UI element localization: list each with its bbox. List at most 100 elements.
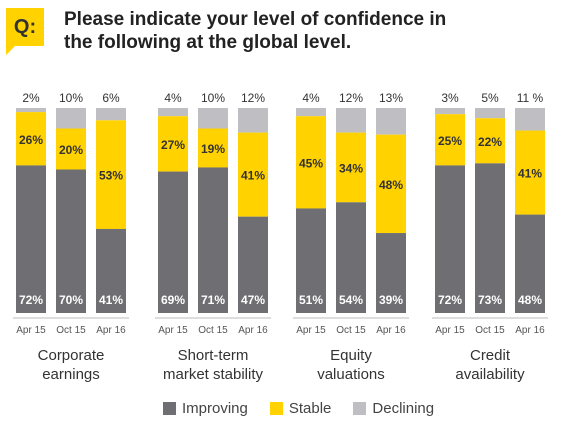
x-tick-label-equity-valuations-apr-16: Apr 16 bbox=[376, 325, 406, 336]
data-label-equity-valuations-oct-15-declining: 12% bbox=[339, 91, 363, 105]
group-label-equity-valuations-line-2: valuations bbox=[317, 366, 385, 383]
legend-swatch-declining bbox=[353, 402, 367, 415]
data-label-corporate-earnings-apr-15-improving: 72% bbox=[19, 293, 43, 307]
data-label-corporate-earnings-oct-15-stable: 20% bbox=[59, 143, 83, 157]
bar-equity-valuations-oct-15-declining bbox=[336, 108, 366, 133]
data-label-equity-valuations-oct-15-improving: 54% bbox=[339, 293, 363, 307]
data-label-credit-availability-oct-15-improving: 73% bbox=[478, 293, 502, 307]
bar-corporate-earnings-oct-15-declining bbox=[56, 108, 86, 129]
x-tick-label-short-term-market-stability-apr-16: Apr 16 bbox=[238, 325, 268, 336]
group-label-equity-valuations-line-1: Equity bbox=[330, 347, 372, 364]
bar-short-term-market-stability-apr-15-improving bbox=[158, 171, 188, 313]
bar-credit-availability-apr-16-declining bbox=[515, 108, 545, 131]
group-label-corporate-earnings-line-2: earnings bbox=[42, 366, 100, 383]
bar-credit-availability-oct-15-stable bbox=[475, 118, 505, 164]
data-label-equity-valuations-apr-15-declining: 4% bbox=[302, 91, 320, 105]
x-tick-label-corporate-earnings-oct-15: Oct 15 bbox=[56, 325, 86, 336]
data-label-equity-valuations-apr-15-stable: 45% bbox=[299, 156, 323, 170]
data-label-short-term-market-stability-oct-15-declining: 10% bbox=[201, 91, 225, 105]
bar-credit-availability-apr-15-stable bbox=[435, 114, 465, 166]
data-label-credit-availability-oct-15-declining: 5% bbox=[481, 91, 499, 105]
data-label-equity-valuations-apr-15-improving: 51% bbox=[299, 293, 323, 307]
x-tick-label-credit-availability-apr-16: Apr 16 bbox=[515, 325, 545, 336]
data-label-credit-availability-apr-15-stable: 25% bbox=[438, 134, 462, 148]
data-label-short-term-market-stability-apr-15-stable: 27% bbox=[161, 138, 185, 152]
bar-corporate-earnings-apr-16-declining bbox=[96, 108, 126, 121]
bar-credit-availability-apr-16-improving bbox=[515, 214, 545, 313]
bar-credit-availability-apr-15-improving bbox=[435, 165, 465, 313]
data-label-short-term-market-stability-oct-15-stable: 19% bbox=[201, 142, 225, 156]
bar-equity-valuations-oct-15-stable bbox=[336, 132, 366, 203]
x-tick-label-short-term-market-stability-oct-15: Oct 15 bbox=[198, 325, 228, 336]
group-label-credit-availability-line-1: Credit bbox=[470, 347, 511, 364]
group-label-short-term-market-stability-line-2: market stability bbox=[163, 366, 264, 383]
bar-equity-valuations-apr-15-stable bbox=[296, 116, 326, 209]
data-label-short-term-market-stability-apr-16-stable: 41% bbox=[241, 169, 265, 183]
x-tick-label-equity-valuations-apr-15: Apr 15 bbox=[296, 325, 326, 336]
group-label-credit-availability-line-2: availability bbox=[455, 366, 525, 383]
bar-credit-availability-apr-15-declining bbox=[435, 108, 465, 115]
bar-short-term-market-stability-oct-15-declining bbox=[198, 108, 228, 129]
bar-short-term-market-stability-apr-16-stable bbox=[238, 132, 268, 217]
bar-equity-valuations-apr-15-improving bbox=[296, 208, 326, 313]
bar-credit-availability-apr-16-stable bbox=[515, 130, 545, 215]
bar-corporate-earnings-apr-15-stable bbox=[16, 112, 46, 166]
data-label-credit-availability-apr-16-declining: 11 % bbox=[517, 91, 544, 105]
legend-item-stable: Stable bbox=[269, 400, 332, 417]
bar-credit-availability-oct-15-improving bbox=[475, 163, 505, 313]
question-text: Please indicate your level of confidence… bbox=[64, 8, 524, 54]
bar-equity-valuations-apr-16-improving bbox=[376, 233, 406, 313]
data-label-equity-valuations-oct-15-stable: 34% bbox=[339, 161, 363, 175]
x-tick-label-credit-availability-apr-15: Apr 15 bbox=[435, 325, 465, 336]
group-label-short-term-market-stability-line-1: Short-term bbox=[178, 347, 249, 364]
data-label-credit-availability-apr-15-declining: 3% bbox=[441, 91, 459, 105]
data-label-short-term-market-stability-oct-15-improving: 71% bbox=[201, 293, 225, 307]
bar-short-term-market-stability-apr-15-declining bbox=[158, 108, 188, 117]
group-label-corporate-earnings-line-1: Corporate bbox=[38, 347, 105, 364]
data-label-credit-availability-oct-15-stable: 22% bbox=[478, 135, 502, 149]
data-label-credit-availability-apr-16-stable: 41% bbox=[518, 167, 542, 181]
legend-swatch-stable bbox=[269, 402, 283, 415]
bar-equity-valuations-apr-16-declining bbox=[376, 108, 406, 135]
legend-item-declining: Declining bbox=[353, 400, 434, 417]
legend-label-declining: Declining bbox=[372, 400, 435, 417]
bar-credit-availability-oct-15-declining bbox=[475, 108, 505, 119]
bar-short-term-market-stability-oct-15-improving bbox=[198, 167, 228, 313]
data-label-short-term-market-stability-apr-16-improving: 47% bbox=[241, 293, 265, 307]
data-label-corporate-earnings-oct-15-declining: 10% bbox=[59, 91, 83, 105]
data-label-equity-valuations-apr-16-improving: 39% bbox=[379, 293, 403, 307]
bar-short-term-market-stability-apr-16-improving bbox=[238, 216, 268, 313]
bar-corporate-earnings-oct-15-improving bbox=[56, 169, 86, 313]
legend-label-improving: Improving bbox=[182, 400, 248, 417]
data-label-short-term-market-stability-apr-16-declining: 12% bbox=[241, 91, 265, 105]
x-tick-label-short-term-market-stability-apr-15: Apr 15 bbox=[158, 325, 188, 336]
x-tick-label-corporate-earnings-apr-15: Apr 15 bbox=[16, 325, 46, 336]
data-label-corporate-earnings-apr-15-stable: 26% bbox=[19, 133, 43, 147]
data-label-equity-valuations-apr-16-stable: 48% bbox=[379, 178, 403, 192]
bar-equity-valuations-apr-15-declining bbox=[296, 108, 326, 117]
data-label-credit-availability-apr-16-improving: 48% bbox=[518, 293, 542, 307]
bar-short-term-market-stability-apr-16-declining bbox=[238, 108, 268, 133]
question-badge-tail bbox=[6, 46, 15, 55]
bar-corporate-earnings-oct-15-stable bbox=[56, 128, 86, 170]
x-tick-label-corporate-earnings-apr-16: Apr 16 bbox=[96, 325, 126, 336]
bar-corporate-earnings-apr-15-declining bbox=[16, 108, 46, 113]
question-line-2: the following at the global level. bbox=[64, 32, 352, 53]
legend-item-improving: Improving bbox=[163, 400, 248, 417]
question-line-1: Please indicate your level of confidence… bbox=[64, 9, 447, 30]
bar-corporate-earnings-apr-16-improving bbox=[96, 228, 126, 313]
data-label-equity-valuations-apr-16-declining: 13% bbox=[379, 91, 403, 105]
question-badge: Q: bbox=[6, 8, 44, 46]
bar-equity-valuations-apr-16-stable bbox=[376, 134, 406, 234]
data-label-corporate-earnings-apr-16-improving: 41% bbox=[99, 293, 123, 307]
x-tick-label-credit-availability-oct-15: Oct 15 bbox=[475, 325, 505, 336]
bar-equity-valuations-oct-15-improving bbox=[336, 202, 366, 313]
x-tick-label-equity-valuations-oct-15: Oct 15 bbox=[336, 325, 366, 336]
bar-short-term-market-stability-oct-15-stable bbox=[198, 128, 228, 168]
legend-label-stable: Stable bbox=[288, 400, 332, 417]
bar-corporate-earnings-apr-15-improving bbox=[16, 165, 46, 313]
data-label-credit-availability-apr-15-improving: 72% bbox=[438, 293, 462, 307]
bar-corporate-earnings-apr-16-stable bbox=[96, 120, 126, 229]
